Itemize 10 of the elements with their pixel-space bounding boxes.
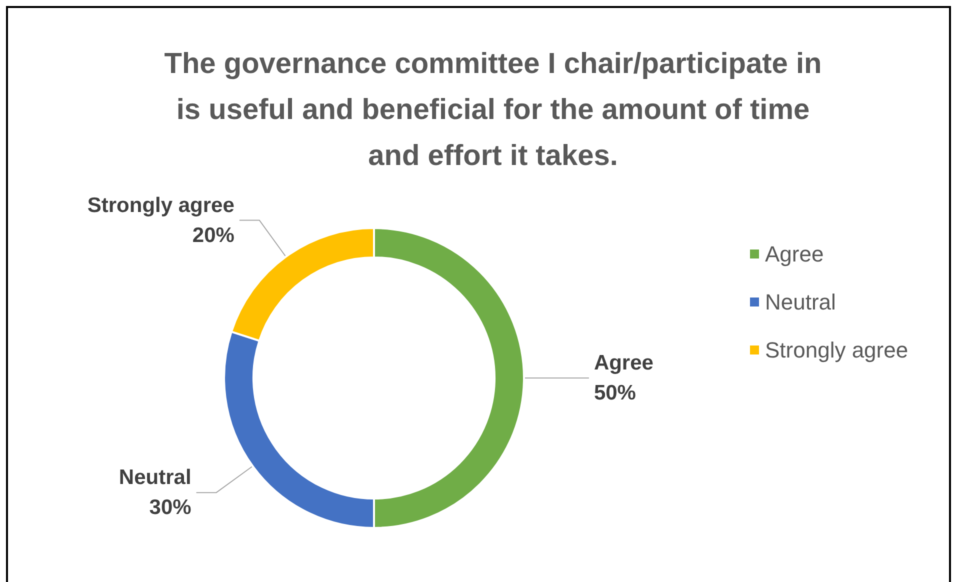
data-label: 20%	[192, 224, 235, 247]
data-label: 30%	[149, 496, 192, 520]
legend-label: Agree	[765, 242, 824, 266]
chart-title: The governance committee I chair/participate in is useful and beneficial for the amount of time and effort it takes.	[164, 48, 822, 172]
slice-label: Neutral	[118, 466, 192, 490]
data-label: 50%	[594, 382, 636, 404]
legend-label: Strongly agree	[765, 338, 908, 362]
slice-label: Agree	[594, 352, 654, 374]
legend-label: Neutral	[765, 290, 836, 314]
slice-label: Strongly agree	[87, 194, 234, 217]
